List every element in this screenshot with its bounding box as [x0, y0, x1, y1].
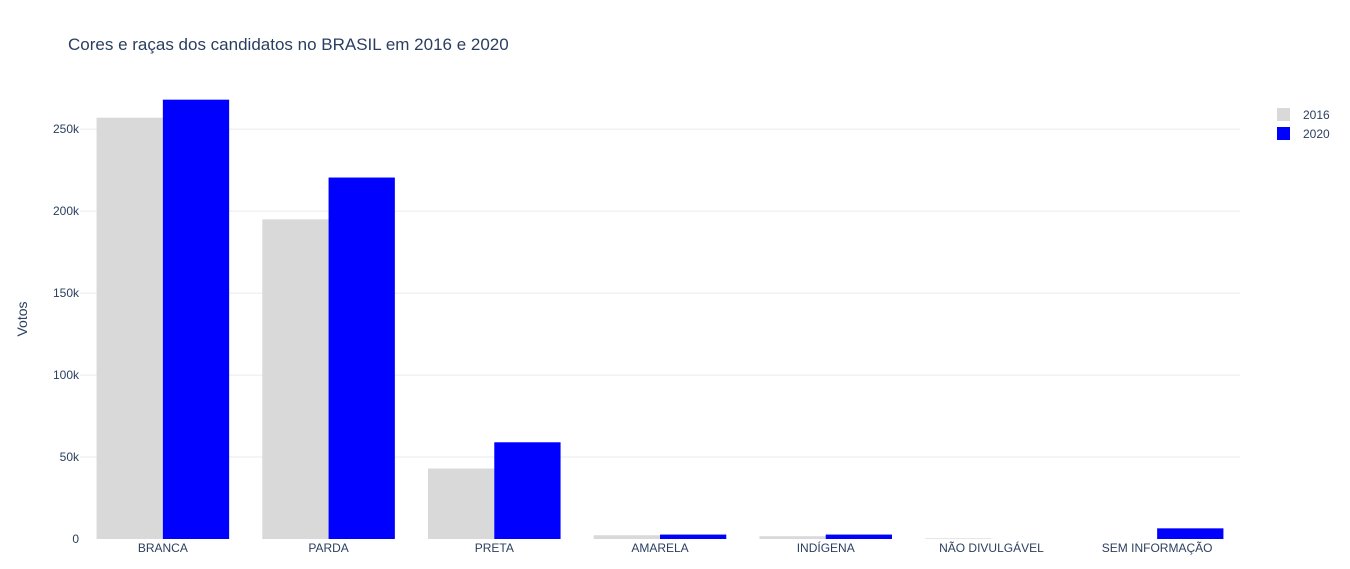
bar-2016-5[interactable] [925, 538, 992, 539]
y-tick-label: 250k [53, 122, 80, 136]
bar-2020-1[interactable] [328, 177, 395, 539]
y-axis-title: Votos [14, 301, 30, 336]
bar-2016-0[interactable] [96, 117, 163, 539]
x-axis-ticks: BRANCA PARDA PRETA AMARELA INDÍGENA NÃO DIVUL… [138, 540, 1213, 555]
bar-2020-4[interactable] [825, 534, 892, 539]
bar-2016-3[interactable] [593, 535, 660, 539]
legend-swatch [1277, 108, 1290, 121]
legend[interactable]: 2016 2020 [1277, 108, 1330, 141]
y-axis-ticks: 0 50k 100k 150k 200k 250k [53, 122, 80, 546]
y-tick-label: 200k [53, 204, 80, 218]
bar-2016-1[interactable] [262, 219, 329, 539]
x-tick-label: SEM INFORMAÇÃO [1102, 541, 1213, 555]
bars [96, 99, 1224, 540]
bar-2020-0[interactable] [162, 99, 230, 540]
y-tick-label: 100k [53, 368, 80, 382]
y-tick-label: 50k [60, 450, 80, 464]
legend-label: 2020 [1303, 127, 1330, 141]
y-tick-label: 150k [53, 286, 80, 300]
x-tick-label: NÃO DIVULGÁVEL [939, 540, 1044, 555]
x-tick-label: PARDA [308, 541, 348, 555]
bar-2020-2[interactable] [494, 442, 561, 539]
bar-2016-4[interactable] [759, 536, 826, 539]
legend-label: 2016 [1303, 108, 1330, 122]
legend-item-2016[interactable]: 2016 [1277, 108, 1330, 122]
bar-2020-3[interactable] [660, 534, 727, 539]
x-tick-label: PRETA [475, 541, 514, 555]
grid-lines [80, 128, 1240, 458]
bar-2016-2[interactable] [428, 468, 495, 539]
legend-swatch [1277, 127, 1290, 140]
x-tick-label: BRANCA [138, 541, 188, 555]
x-tick-label: INDÍGENA [797, 540, 855, 555]
legend-item-2020[interactable]: 2020 [1277, 127, 1330, 141]
chart-title: Cores e raças dos candidatos no BRASIL e… [68, 35, 509, 54]
x-tick-label: AMARELA [631, 541, 688, 555]
y-tick-label: 0 [72, 532, 79, 546]
bar-2020-6[interactable] [1157, 528, 1224, 539]
